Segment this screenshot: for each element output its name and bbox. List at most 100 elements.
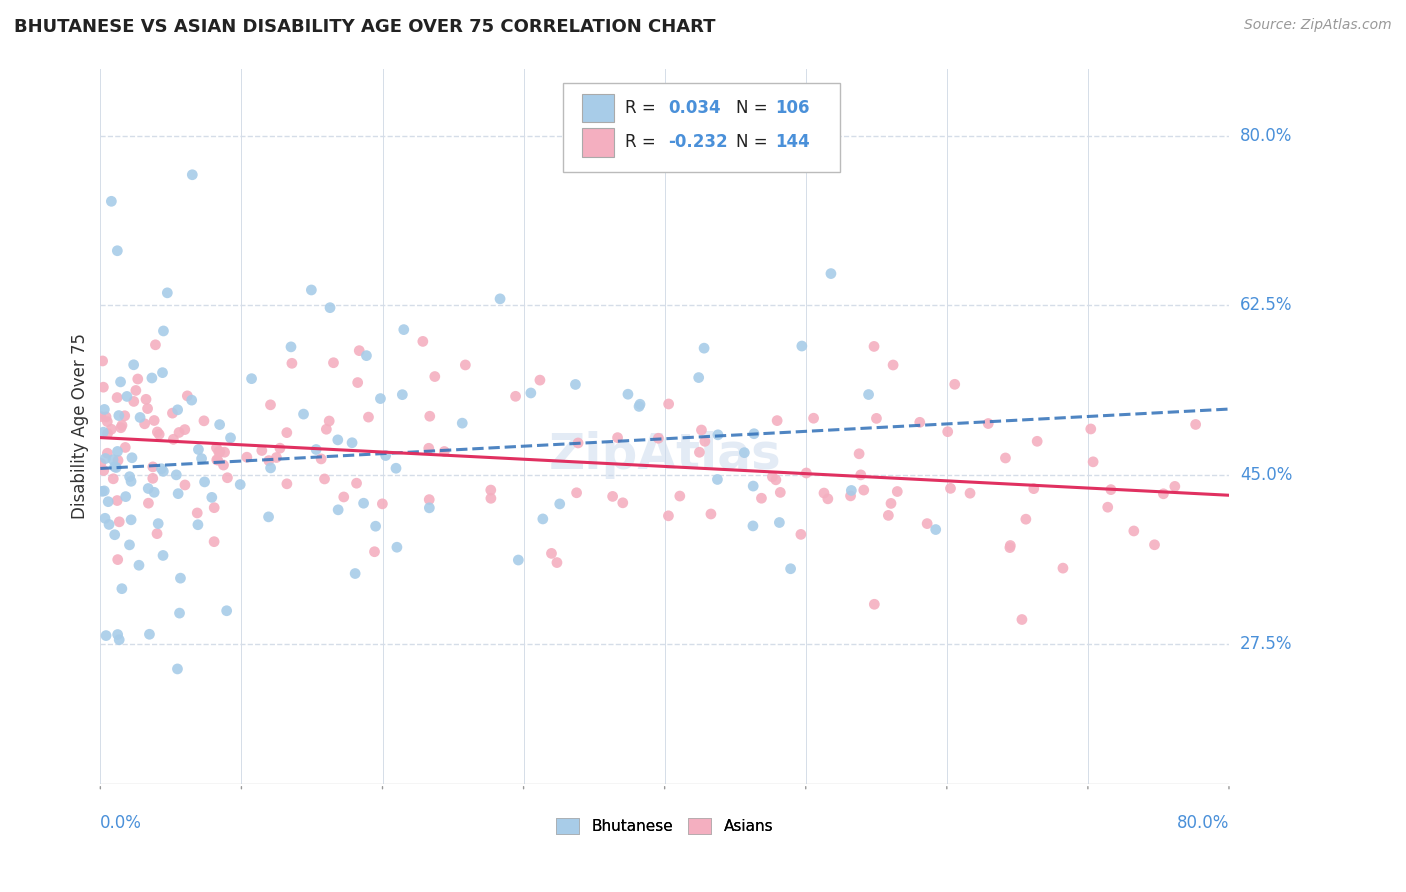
Point [1097,500,1119,515]
Point [1152,487,1174,501]
Point [363,545,385,559]
Point [93,402,115,417]
Point [292,407,315,421]
Point [208,445,231,459]
Point [766,414,789,428]
Point [1122,524,1144,538]
Point [167,425,190,440]
Point [1164,479,1187,493]
Point [669,489,692,503]
Point [865,411,887,425]
Point [392,323,415,337]
Point [939,481,962,495]
Point [166,662,188,676]
Point [319,301,342,315]
Point [707,427,730,442]
Point [658,397,681,411]
Point [505,389,527,403]
Point [100,422,122,436]
Point [706,473,728,487]
Point [391,387,413,401]
Point [202,534,225,549]
Point [166,402,188,417]
Point [118,469,141,483]
Point [761,470,783,484]
Text: 27.5%: 27.5% [1240,635,1292,653]
Text: 62.5%: 62.5% [1240,296,1292,314]
Y-axis label: Disability Age Over 75: Disability Age Over 75 [72,334,89,519]
Point [146,425,169,439]
Point [353,496,375,510]
Point [765,473,787,487]
Point [105,493,128,508]
FancyBboxPatch shape [562,83,839,172]
Point [104,527,127,541]
Point [412,334,434,349]
Point [94,451,117,466]
Point [152,324,174,338]
Point [841,483,863,498]
Point [107,552,129,566]
Point [208,444,231,458]
Point [418,442,440,456]
Point [103,472,125,486]
Point [280,340,302,354]
Point [769,485,792,500]
FancyBboxPatch shape [582,94,614,122]
Point [863,339,886,353]
Point [858,387,880,401]
Point [250,443,273,458]
Point [105,391,128,405]
Point [229,477,252,491]
Point [269,441,291,455]
Point [315,422,337,436]
Point [346,376,368,390]
Point [546,556,568,570]
Point [688,445,710,459]
Point [908,415,931,429]
Point [193,414,215,428]
Point [529,373,551,387]
Point [454,358,477,372]
Point [328,503,350,517]
Text: -0.232: -0.232 [668,133,728,152]
Point [852,483,875,497]
Point [318,414,340,428]
Point [94,629,117,643]
Point [187,517,209,532]
Point [91,425,114,440]
Point [115,389,138,403]
Point [647,431,669,445]
Point [733,445,755,459]
Point [276,476,298,491]
Point [105,244,128,258]
Point [370,392,392,406]
Point [96,415,118,429]
Point [136,401,159,416]
Point [994,450,1017,465]
Point [693,341,716,355]
Point [356,349,378,363]
Point [145,338,167,352]
Point [152,366,174,380]
Point [135,392,157,407]
Point [94,511,117,525]
Text: N =: N = [735,99,773,117]
Point [143,485,166,500]
Point [790,339,813,353]
Point [508,553,530,567]
Point [134,417,156,431]
Point [612,496,634,510]
Point [357,410,380,425]
Point [120,513,142,527]
Text: BHUTANESE VS ASIAN DISABILITY AGE OVER 75 CORRELATION CHART: BHUTANESE VS ASIAN DISABILITY AGE OVER 7… [14,18,716,36]
Point [344,566,367,581]
Point [849,467,872,482]
Point [540,546,562,560]
Point [96,446,118,460]
Text: 106: 106 [775,99,810,117]
Point [1052,561,1074,575]
Point [259,461,281,475]
Point [148,516,170,531]
Legend: Bhutanese, Asians: Bhutanese, Asians [550,813,779,840]
